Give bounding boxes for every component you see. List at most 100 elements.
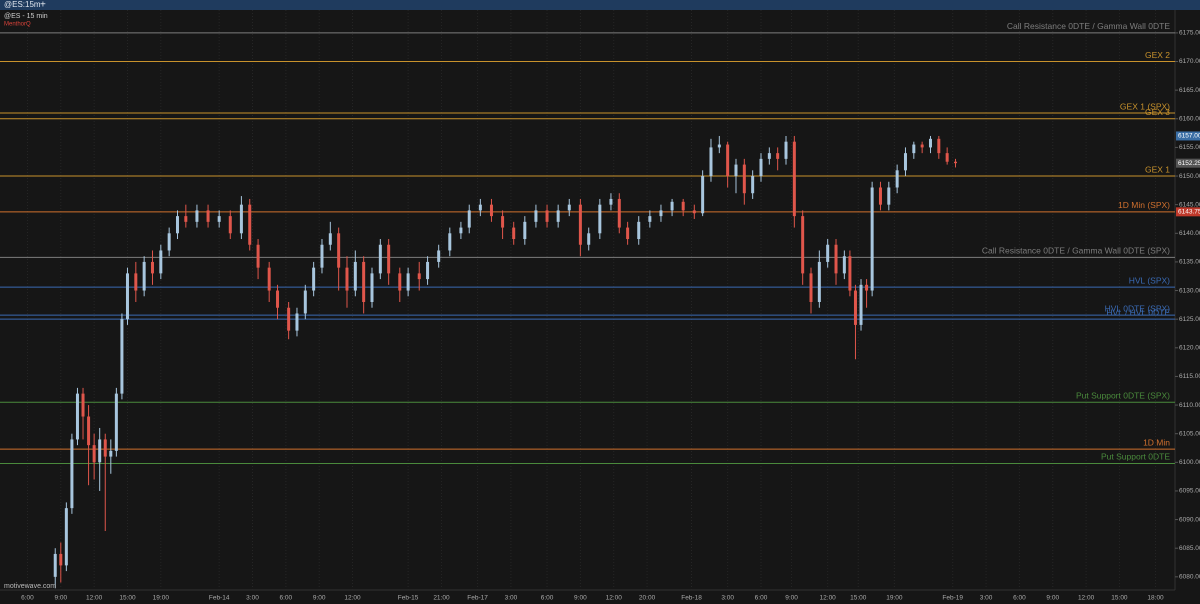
candle-body [598, 204, 602, 234]
candle-body [817, 261, 821, 303]
candle-body [801, 216, 805, 274]
x-tick-label: 6:00 [280, 595, 293, 602]
tab-add[interactable]: + [40, 0, 46, 11]
candle-body [578, 204, 582, 245]
candle-body [767, 153, 771, 159]
x-tick-label: 3:00 [721, 595, 734, 602]
candle-body [159, 250, 163, 274]
candle-body [195, 210, 199, 222]
candle-body [534, 210, 538, 222]
candle-body [937, 138, 941, 154]
candle-body [345, 267, 349, 291]
x-tick-label: 18:00 [1147, 595, 1164, 602]
level-label: Put Support 0DTE [1101, 452, 1170, 462]
candle-body [81, 393, 85, 417]
candle-body [878, 187, 882, 205]
candle-body [437, 250, 441, 262]
level-label: GEX 2 [1145, 50, 1170, 60]
candle-body [920, 144, 924, 148]
y-tick-label: 6145.00 [1179, 201, 1200, 208]
x-tick-label: Feb-15 [398, 595, 419, 602]
candle-body [167, 233, 171, 251]
x-tick-label: 19:00 [886, 595, 903, 602]
candle-body [92, 445, 96, 463]
candle-body [312, 267, 316, 291]
y-tick-label: 6105.00 [1179, 430, 1200, 437]
candle-body [870, 187, 874, 291]
candle-body [467, 210, 471, 228]
candle-body [239, 204, 243, 234]
y-tick-label: 6155.00 [1179, 144, 1200, 151]
candle-body [928, 138, 932, 148]
candle-body [501, 216, 505, 228]
candle-body [556, 210, 560, 222]
candle-body [681, 201, 685, 211]
candle-body [945, 153, 949, 162]
candle-body [114, 393, 118, 451]
candle-body [276, 290, 280, 308]
candle-body [134, 273, 138, 291]
watermark: motivewave.com [4, 583, 56, 590]
candle-body [717, 144, 721, 148]
candle-body [609, 198, 613, 205]
candle-body [417, 273, 421, 280]
x-tick-label: 9:00 [54, 595, 67, 602]
level-label: Put Support 0DTE (SPX) [1076, 390, 1170, 400]
y-tick-label: 6095.00 [1179, 488, 1200, 495]
candle-body [523, 221, 527, 240]
y-tick-label: 6150.00 [1179, 173, 1200, 180]
y-tick-label: 6130.00 [1179, 287, 1200, 294]
x-tick-label: 12:00 [86, 595, 103, 602]
y-tick-label: 6115.00 [1179, 373, 1200, 380]
candle-body [648, 216, 652, 222]
candle-body [626, 227, 630, 240]
candle-body [953, 161, 957, 164]
y-tick-label: 6170.00 [1179, 58, 1200, 65]
x-tick-label: Feb-18 [681, 595, 702, 602]
candle-body [726, 144, 730, 177]
candle-body [692, 210, 696, 214]
candle-body [248, 204, 252, 245]
tab[interactable]: @ES:15m [4, 0, 41, 9]
candle-body [865, 284, 869, 291]
level-label: GEX 1 [1145, 164, 1170, 174]
level-label: HVL (SPX) [1129, 275, 1170, 285]
price-label: 6152.25 [1178, 160, 1200, 167]
candle-body [637, 221, 641, 240]
candle-body [362, 261, 366, 303]
candle-body [887, 187, 891, 205]
price-label: 6143.75 [1178, 209, 1200, 216]
x-tick-label: Feb-14 [209, 595, 230, 602]
candle-body [809, 273, 813, 303]
candle-body [448, 233, 452, 251]
x-tick-label: 15:00 [1111, 595, 1128, 602]
candle-body [912, 144, 916, 154]
level-label: 1D Min [1143, 437, 1170, 447]
candle-body [378, 244, 382, 274]
y-tick-label: 6100.00 [1179, 459, 1200, 466]
price-label-box [1176, 131, 1200, 141]
candle-body [759, 158, 763, 177]
x-tick-label: 6:00 [21, 595, 34, 602]
x-tick-label: 3:00 [980, 595, 993, 602]
x-tick-label: 12:00 [820, 595, 837, 602]
candle-body [734, 164, 738, 177]
candle-body [59, 553, 63, 566]
y-tick-label: 6120.00 [1179, 345, 1200, 352]
y-tick-label: 6140.00 [1179, 230, 1200, 237]
candle-body [98, 439, 102, 463]
x-tick-label: 9:00 [1046, 595, 1059, 602]
y-tick-label: 6160.00 [1179, 116, 1200, 123]
x-tick-label: 6:00 [755, 595, 768, 602]
price-label-box [1176, 158, 1200, 168]
candle-body [87, 416, 91, 446]
y-tick-label: 6125.00 [1179, 316, 1200, 323]
candle-body [784, 141, 788, 159]
x-tick-label: 12:00 [606, 595, 623, 602]
candle-body [617, 198, 621, 228]
x-tick-label: 21:00 [433, 595, 450, 602]
candle-body [206, 210, 210, 222]
candle-body [512, 227, 516, 240]
x-tick-label: 15:00 [850, 595, 867, 602]
